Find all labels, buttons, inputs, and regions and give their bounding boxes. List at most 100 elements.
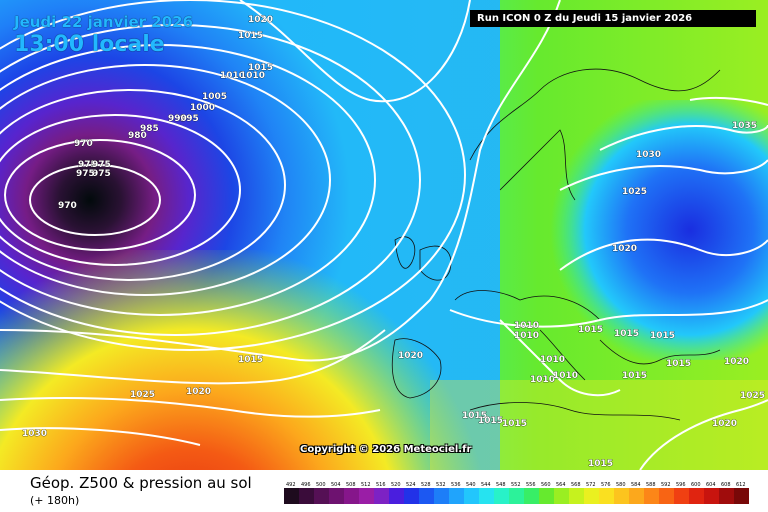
scale-label: 528	[421, 482, 431, 488]
isobar-label: 1015	[666, 359, 691, 369]
scale-label: 580	[616, 482, 626, 488]
scale-swatch	[479, 488, 494, 504]
isobar-label: 1010	[530, 375, 555, 385]
scale-label: 568	[571, 482, 581, 488]
scale-swatch	[404, 488, 419, 504]
scale-swatch	[509, 488, 524, 504]
isobar-label: 1005	[202, 92, 227, 102]
isobar-985	[0, 89, 286, 281]
scale-swatch	[569, 488, 584, 504]
isobars	[0, 0, 768, 470]
z500-pressure-map: 1020101510151010101010051000995990985980…	[0, 0, 768, 470]
isobar-label: 1000	[190, 103, 215, 113]
isobar-1030-west	[0, 427, 201, 446]
scale-label: 524	[406, 482, 416, 488]
scale-swatch	[389, 488, 404, 504]
isobar-1020-east	[559, 238, 768, 271]
scale-swatch	[329, 488, 344, 504]
scale-label: 536	[451, 482, 461, 488]
scale-swatch	[599, 488, 614, 504]
copyright-notice: Copyright © 2026 Meteociel.fr	[300, 444, 472, 455]
isobar-label: 990	[168, 114, 187, 124]
scale-swatch	[734, 488, 749, 504]
scale-label: 588	[646, 482, 656, 488]
isobar-label: 970	[58, 201, 77, 211]
isobar-1015-west	[0, 0, 560, 360]
isobar-1005	[0, 0, 466, 351]
isobar-label: 980	[128, 131, 147, 141]
scale-label: 564	[556, 482, 566, 488]
scale-label: 548	[496, 482, 506, 488]
scale-swatch	[539, 488, 554, 504]
scale-swatch	[524, 488, 539, 504]
scale-label: 512	[361, 482, 371, 488]
scale-label: 508	[346, 482, 356, 488]
scale-swatch	[719, 488, 734, 504]
product-title: Géop. Z500 & pression au sol	[30, 474, 252, 492]
scale-label: 596	[676, 482, 686, 488]
scale-swatch	[374, 488, 389, 504]
scale-swatch	[614, 488, 629, 504]
scale-label: 500	[316, 482, 326, 488]
scale-label: 584	[631, 482, 641, 488]
scale-label: 592	[661, 482, 671, 488]
isobar-label: 1010	[540, 355, 565, 365]
isobar-1030-east	[599, 124, 768, 151]
geopotential-color-scale: 492 496 500 504 508 512 516 520 524 528 532 536 540 5…	[284, 482, 749, 504]
scale-swatch	[689, 488, 704, 504]
scale-swatch	[314, 488, 329, 504]
isobar-label: 1025	[622, 187, 647, 197]
isobar-label: 1015	[650, 331, 675, 341]
scale-label: 576	[601, 482, 611, 488]
scale-swatch	[359, 488, 374, 504]
isobar-1010-north	[239, 0, 471, 103]
scale-swatch	[419, 488, 434, 504]
isobar-label: 1030	[22, 429, 47, 439]
isobar-label: 975	[76, 169, 95, 179]
isobar-label: 1015	[462, 411, 487, 421]
scale-label: 492	[286, 482, 296, 488]
isobar-label: 985	[140, 124, 159, 134]
isobar-995	[0, 44, 376, 316]
isobar-label: 1015	[478, 416, 503, 426]
isobar-label: 1010	[240, 71, 265, 81]
isobar-990	[0, 64, 331, 296]
scale-label: 552	[511, 482, 521, 488]
scale-swatch	[674, 488, 689, 504]
scale-label: 520	[391, 482, 401, 488]
isobar-label: 1020	[712, 419, 737, 429]
scale-swatch	[659, 488, 674, 504]
isobar-label: 995	[180, 114, 199, 124]
scale-label: 516	[376, 482, 386, 488]
isobar-1000	[0, 24, 421, 336]
scale-swatch	[584, 488, 599, 504]
isobar-label: 1015	[622, 371, 647, 381]
model-run-info: Run ICON 0 Z du Jeudi 15 janvier 2026	[470, 10, 756, 27]
isobar-labels: 1020101510151010101010051000995990985980…	[22, 15, 766, 470]
isobar-label: 1015	[248, 63, 273, 73]
scale-label: 540	[466, 482, 476, 488]
valid-local-time: 13:00 locale	[14, 32, 165, 57]
scale-label: 608	[721, 482, 731, 488]
isobar-label: 1015	[578, 325, 603, 335]
scale-swatch	[434, 488, 449, 504]
isobar-label: 1015	[588, 459, 613, 469]
scale-swatch	[344, 488, 359, 504]
isobar-label: 975	[92, 160, 111, 170]
scale-swatch	[644, 488, 659, 504]
scale-swatch	[464, 488, 479, 504]
geopotential-high-field	[0, 250, 520, 470]
scale-label: 532	[436, 482, 446, 488]
scale-label: 496	[301, 482, 311, 488]
isobar-label: 975	[92, 169, 111, 179]
valid-date: Jeudi 22 janvier 2026	[14, 13, 194, 31]
isobar-1035-east	[689, 96, 768, 106]
isobar-label: 1025	[740, 391, 765, 401]
isobar-1010-europe	[499, 319, 621, 397]
isobar-label: 1020	[186, 387, 211, 397]
isobar-1025-east	[559, 159, 768, 191]
isobar-1020-south	[639, 399, 768, 470]
scale-label: 560	[541, 482, 551, 488]
scale-swatch	[284, 488, 299, 504]
scale-swatch	[629, 488, 644, 504]
